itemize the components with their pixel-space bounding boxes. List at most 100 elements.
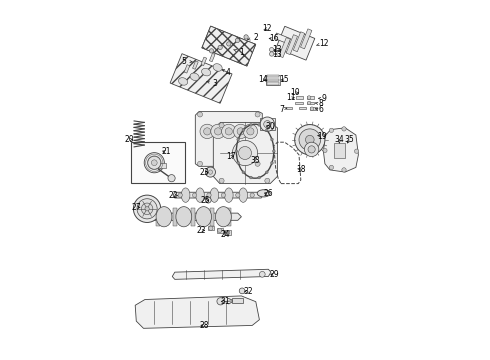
Text: 2: 2 [248, 33, 258, 42]
Text: 6: 6 [315, 105, 323, 114]
Bar [209, 53, 215, 62]
Circle shape [200, 124, 215, 139]
Bar [300, 29, 312, 49]
Text: 18: 18 [296, 165, 306, 174]
Text: 19: 19 [318, 132, 327, 141]
Bar [267, 82, 279, 85]
Bar [334, 143, 345, 158]
Circle shape [270, 162, 273, 165]
Circle shape [137, 199, 157, 219]
Ellipse shape [201, 68, 211, 76]
Text: 31: 31 [220, 297, 230, 306]
Text: 13: 13 [272, 45, 282, 54]
Circle shape [342, 168, 346, 172]
Circle shape [265, 129, 268, 131]
Bar [299, 107, 306, 109]
Text: 22: 22 [169, 191, 178, 199]
Circle shape [209, 49, 214, 53]
Circle shape [305, 135, 314, 144]
Bar [217, 228, 223, 233]
Text: 10: 10 [291, 89, 300, 98]
Circle shape [217, 298, 224, 305]
Bar [173, 208, 176, 226]
Circle shape [204, 128, 211, 135]
Text: 16: 16 [269, 34, 279, 43]
Circle shape [148, 156, 161, 169]
Bar [266, 75, 280, 85]
Circle shape [242, 129, 245, 131]
Circle shape [294, 125, 325, 155]
Bar [295, 102, 303, 104]
Circle shape [259, 271, 265, 277]
Bar [307, 96, 314, 99]
Ellipse shape [213, 64, 222, 71]
Circle shape [221, 124, 236, 139]
Circle shape [141, 203, 153, 215]
Circle shape [270, 48, 274, 52]
Bar [191, 208, 195, 226]
Circle shape [227, 42, 231, 46]
Circle shape [310, 107, 314, 111]
Circle shape [265, 178, 270, 183]
Circle shape [233, 124, 248, 139]
Circle shape [205, 197, 211, 203]
Circle shape [145, 207, 149, 211]
Bar [208, 226, 214, 230]
Bar [201, 57, 207, 66]
Ellipse shape [196, 207, 212, 227]
Ellipse shape [181, 188, 190, 202]
Circle shape [197, 112, 202, 117]
Text: 35: 35 [344, 135, 354, 144]
Bar [227, 208, 231, 226]
Circle shape [221, 193, 225, 197]
Bar [267, 75, 279, 77]
Polygon shape [172, 269, 271, 279]
Text: 4: 4 [222, 68, 230, 77]
Ellipse shape [156, 207, 172, 227]
Polygon shape [213, 122, 277, 184]
Text: 32: 32 [244, 287, 253, 296]
Text: 30: 30 [265, 122, 275, 131]
Circle shape [342, 127, 346, 131]
Text: 1: 1 [234, 48, 244, 57]
Circle shape [232, 140, 258, 166]
Ellipse shape [216, 207, 231, 227]
Circle shape [247, 128, 254, 135]
Circle shape [265, 171, 268, 174]
Circle shape [258, 176, 261, 179]
Bar [286, 107, 292, 109]
Circle shape [144, 153, 164, 173]
Polygon shape [137, 213, 242, 220]
Circle shape [133, 195, 161, 222]
Circle shape [258, 123, 261, 126]
Bar [156, 208, 160, 226]
Bar [202, 26, 256, 66]
Text: 3: 3 [206, 79, 217, 88]
Circle shape [218, 45, 222, 50]
Circle shape [307, 101, 311, 105]
Circle shape [272, 150, 275, 153]
Circle shape [249, 123, 252, 126]
Bar [310, 107, 317, 110]
Ellipse shape [224, 188, 233, 202]
Circle shape [323, 148, 327, 153]
Circle shape [208, 170, 213, 174]
Circle shape [178, 193, 182, 197]
Text: 34: 34 [335, 135, 344, 144]
Text: 20: 20 [124, 135, 134, 144]
Ellipse shape [176, 207, 192, 227]
Text: 15: 15 [279, 76, 289, 85]
Text: 12: 12 [317, 39, 329, 48]
Circle shape [197, 161, 202, 166]
Bar [260, 118, 274, 130]
Circle shape [207, 193, 211, 197]
Bar [210, 208, 214, 226]
Text: 26: 26 [264, 189, 273, 198]
Circle shape [264, 121, 271, 128]
Circle shape [209, 226, 213, 230]
Bar [184, 65, 190, 73]
Circle shape [255, 112, 260, 117]
Bar [286, 35, 297, 55]
Bar [158, 163, 166, 168]
Ellipse shape [190, 73, 199, 81]
